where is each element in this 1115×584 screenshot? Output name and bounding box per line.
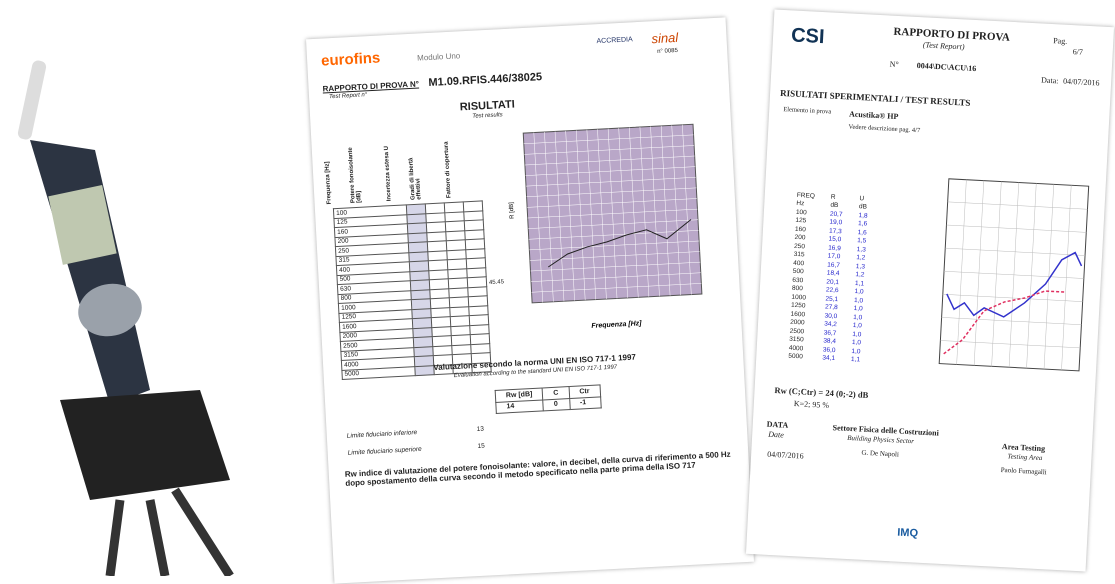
sinal: sinal <box>651 30 678 46</box>
column-header: Frequenza [Hz] <box>324 144 333 204</box>
left-chart: R [dB] Frequenza [Hz] <box>501 119 712 339</box>
sound-meter <box>0 60 300 576</box>
rating-cell: 14 <box>496 399 544 413</box>
module: Modulo Uno <box>417 51 461 62</box>
data-sub: Date <box>768 430 784 440</box>
right-chart <box>920 173 1096 396</box>
limit-high: Limite fiduciario superiore <box>348 446 422 457</box>
chart-xlabel: Frequenza [Hz] <box>591 320 642 330</box>
limit-low: Limite fiduciario inferiore <box>347 429 418 440</box>
data-label: DATA <box>767 420 789 430</box>
rating-cell: -1 <box>569 396 601 409</box>
date-label: Data: <box>1041 76 1059 86</box>
rating-cell: 0 <box>543 398 570 411</box>
accredia: ACCREDIA <box>596 36 633 45</box>
date: 04/07/2016 <box>1063 77 1100 88</box>
result: Rw (C;Ctr) = 24 (0;-2) dB <box>774 385 868 400</box>
description: Vedere descrizione pag. 4/7 <box>848 124 920 135</box>
report-number: M1.09.RFIS.446/38025 <box>428 71 542 89</box>
page: 6/7 <box>1072 47 1083 57</box>
page-label: Pag. <box>1053 36 1067 46</box>
report-sub: Test Report n° <box>329 92 367 100</box>
element: Acustika® HP <box>849 110 899 122</box>
report-label: RAPPORTO DI PROVA N° <box>322 80 419 94</box>
brand: CSI <box>791 24 826 49</box>
number-label: N° <box>890 60 899 69</box>
footer-brand: IMQ <box>897 527 918 540</box>
limit-low-value: 13 <box>476 426 484 433</box>
column-header: Fattore di copertura <box>443 138 452 198</box>
subtitle: (Test Report) <box>923 40 965 51</box>
signer1: G. De Napoli <box>861 449 899 459</box>
section-sub: Test results <box>472 112 503 120</box>
k: K=2; 95 % <box>794 399 830 410</box>
chart-ylabel: R [dB] <box>509 202 516 219</box>
column-header: Incertezza estesa U <box>383 141 392 201</box>
side-value: 45.45 <box>489 279 504 286</box>
signer2: Paolo Fumagalli <box>1000 466 1046 476</box>
element-label: Elemento in prova <box>783 106 831 116</box>
limit-high-value: 15 <box>477 443 485 450</box>
column-header: Potere fonoisolante [dB] <box>348 143 363 204</box>
section: RISULTATI <box>459 99 515 114</box>
right-report: CSI RAPPORTO DI PROVA (Test Report) Pag.… <box>746 9 1114 571</box>
area-sub: Testing Area <box>1007 452 1042 462</box>
data-value: 04/07/2016 <box>767 450 804 461</box>
left-report: eurofins Modulo Uno ACCREDIA sinal n° 00… <box>306 17 754 583</box>
sinal-no: n° 0085 <box>657 48 678 55</box>
column-header: Gradi di libertà effettivi <box>407 140 422 201</box>
cell: 34,1 <box>814 354 843 364</box>
section: RISULTATI SPERIMENTALI / TEST RESULTS <box>780 88 971 108</box>
number: 0044\DC\ACU\16 <box>917 61 977 73</box>
note: Rw indice di valutazione del potere fono… <box>345 450 735 488</box>
brand: eurofins <box>321 50 381 70</box>
page: eurofins Modulo Uno ACCREDIA sinal n° 00… <box>0 0 1115 576</box>
cell <box>415 365 434 375</box>
cell: 1,1 <box>843 355 868 365</box>
cell: 5000 <box>780 352 814 362</box>
